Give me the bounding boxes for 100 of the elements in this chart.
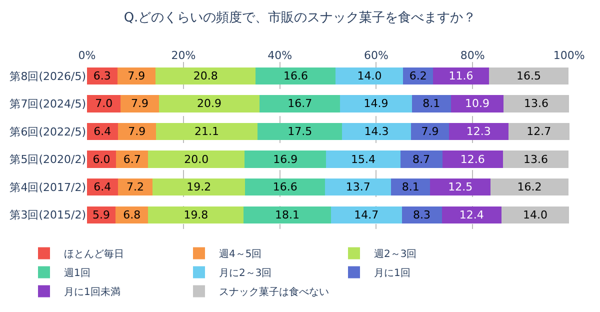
bar [391, 178, 430, 196]
bar [340, 95, 412, 112]
legend-label: 週1回 [64, 268, 90, 280]
legend-label: 月に2～3回 [219, 268, 272, 280]
data-label: 18.1 [275, 208, 300, 222]
data-label: 14.3 [364, 124, 389, 138]
data-label: 7.9 [128, 124, 146, 138]
bar [336, 67, 404, 85]
data-label: 8.3 [413, 208, 431, 222]
bar [120, 95, 159, 112]
data-label: 6.0 [92, 152, 110, 166]
data-label: 7.9 [131, 97, 149, 110]
bar [430, 178, 490, 196]
bar [245, 178, 326, 196]
bar [433, 67, 490, 85]
data-label: 12.4 [459, 208, 484, 222]
data-label: 6.3 [93, 69, 111, 82]
data-label: 14.9 [364, 97, 388, 110]
x-tick-label: 100% [553, 48, 585, 62]
data-label: 16.6 [283, 69, 308, 82]
legend-label: 週2～3回 [374, 249, 417, 260]
data-label: 7.0 [95, 97, 113, 110]
bar [449, 122, 508, 140]
data-label: 20.8 [193, 69, 218, 82]
data-label: 14.7 [354, 208, 379, 222]
data-label: 13.6 [524, 97, 549, 110]
chart-title: Q.どのくらいの頻度で、市販のスナック菓子を食べますか？ [124, 10, 476, 26]
data-label: 12.6 [460, 152, 485, 166]
y-tick-label: 第4回(2017/2) [10, 180, 86, 194]
bar [412, 95, 451, 112]
bar [256, 67, 336, 85]
data-label: 6.8 [123, 208, 141, 222]
data-label: 6.4 [94, 124, 112, 138]
data-label: 5.9 [92, 208, 110, 222]
x-tick-label: 80% [460, 48, 485, 62]
y-tick-label: 第5回(2020/2) [10, 153, 86, 166]
data-label: 8.1 [402, 180, 420, 194]
bar [490, 178, 569, 196]
x-tick-label: 0% [78, 48, 96, 62]
bar [503, 95, 570, 112]
bar [342, 122, 411, 140]
legend-label: 月に1回未満 [64, 286, 120, 298]
data-label: 14.0 [357, 69, 382, 82]
bar [330, 206, 402, 224]
bar [244, 150, 326, 168]
data-label: 8.7 [412, 152, 430, 166]
x-tick-label: 40% [268, 48, 292, 62]
data-label: 12.3 [466, 124, 491, 138]
x-tick-label: 60% [364, 48, 388, 62]
bar [244, 206, 331, 224]
y-tick-label: 第6回(2022/5) [10, 125, 86, 138]
bar [116, 150, 148, 168]
data-label: 19.8 [184, 208, 208, 222]
bar [400, 150, 442, 168]
data-label: 19.2 [186, 180, 212, 194]
data-label: 21.1 [194, 124, 220, 138]
bar [442, 206, 502, 224]
data-label: 13.6 [524, 152, 548, 166]
bar [489, 67, 569, 85]
data-label: 7.9 [421, 124, 439, 138]
legend-label: ほとんど毎日 [64, 248, 124, 260]
bar [148, 150, 245, 168]
bar [260, 95, 340, 112]
bar [152, 178, 246, 196]
y-tick-label: 第3回(2015/2) [10, 208, 86, 222]
bar [410, 122, 450, 140]
data-label: 16.9 [273, 152, 298, 166]
bar [258, 122, 342, 140]
bar [156, 122, 258, 140]
data-label: 15.4 [350, 152, 376, 166]
legend-label: 週4～5回 [219, 249, 262, 260]
data-label: 14.0 [523, 208, 548, 222]
data-label: 20.9 [196, 97, 222, 110]
data-label: 13.7 [346, 180, 370, 194]
data-label: 11.6 [448, 69, 474, 82]
data-label: 17.5 [288, 124, 312, 138]
bar [450, 95, 504, 112]
data-label: 6.2 [409, 69, 427, 82]
y-tick-label: 第7回(2024/5) [10, 98, 86, 111]
data-label: 7.2 [126, 180, 144, 194]
data-label: 8.1 [422, 97, 440, 110]
x-tick-label: 20% [171, 48, 196, 62]
data-label: 10.9 [464, 97, 490, 110]
legend-label: スナック菓子は食べない [219, 286, 329, 298]
data-label: 7.9 [128, 69, 146, 82]
data-label: 20.0 [184, 152, 209, 166]
bar [148, 206, 244, 224]
bar [158, 95, 260, 112]
bar [87, 95, 121, 112]
bar [502, 206, 570, 224]
bar [117, 67, 156, 85]
bar [155, 67, 256, 85]
data-label: 6.4 [94, 180, 112, 194]
bar [325, 178, 392, 196]
y-tick-label: 第8回(2026/5) [10, 70, 86, 83]
data-label: 16.7 [288, 97, 312, 110]
data-label: 16.2 [517, 180, 542, 194]
bar [442, 150, 503, 168]
data-label: 6.7 [123, 152, 141, 166]
data-label: 16.6 [272, 180, 298, 194]
